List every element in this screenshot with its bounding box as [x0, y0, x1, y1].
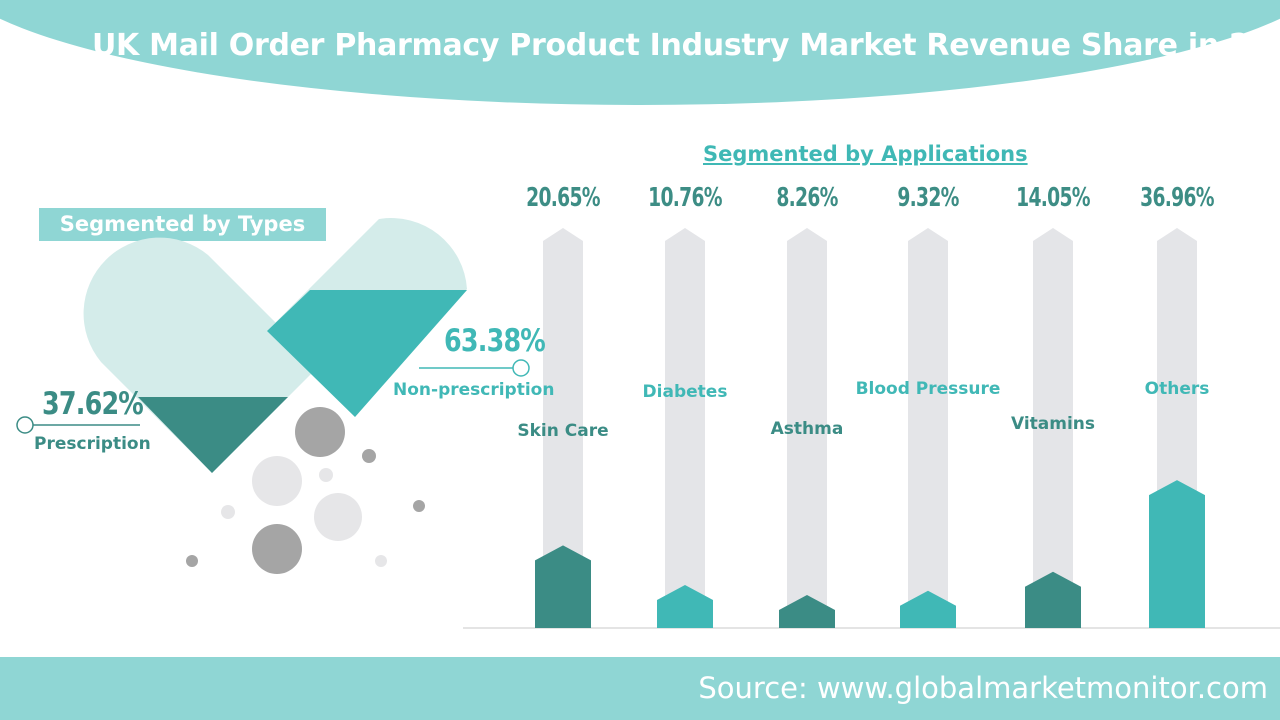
bar — [900, 590, 956, 628]
types-chart-title: Segmented by Types — [39, 208, 326, 241]
bar-value-label: 36.96% — [1140, 183, 1214, 213]
bar-value-label: 20.65% — [526, 183, 600, 213]
prescription-value-label: 37.62% — [42, 386, 144, 422]
dot — [319, 468, 333, 482]
prescription-callout — [16, 416, 140, 434]
footer-band — [0, 657, 1280, 720]
non-prescription-callout — [419, 359, 530, 377]
dot — [252, 524, 302, 574]
non-prescription-pill-fill — [267, 290, 467, 417]
non-prescription-label: Non-prescription — [393, 380, 555, 400]
bar — [1149, 480, 1205, 628]
bar-category-label: Diabetes — [642, 382, 728, 402]
prescription-pill-fill — [138, 397, 288, 473]
non-prescription-value-label: 63.38% — [444, 323, 546, 359]
dot — [295, 407, 345, 457]
prescription-pill — [83, 237, 319, 473]
bar-category-label: Vitamins — [1010, 414, 1096, 434]
applications-chart-title: Segmented by Applications — [703, 142, 1028, 166]
bar-track — [908, 228, 948, 628]
bar-category-label: Others — [1144, 379, 1210, 399]
source-text: Source: www.globalmarketmonitor.com — [698, 671, 1268, 705]
dot — [252, 456, 302, 506]
bar-track — [1033, 228, 1073, 628]
bar — [657, 584, 713, 628]
bar — [535, 545, 591, 628]
bar — [779, 594, 835, 628]
bar-value-label: 9.32% — [897, 183, 959, 213]
bar-category-label: Blood Pressure — [855, 379, 1001, 399]
bar — [1025, 571, 1081, 628]
bars-layer — [535, 228, 1205, 628]
dot — [362, 449, 376, 463]
bar-category-label: Skin Care — [517, 421, 609, 441]
bar-track — [543, 228, 583, 628]
dot — [186, 555, 198, 567]
decorative-dots — [186, 407, 425, 574]
bar-value-label: 14.05% — [1016, 183, 1090, 213]
page-title: UK Mail Order Pharmacy Product Industry … — [92, 28, 1280, 63]
dot — [221, 505, 235, 519]
dot — [413, 500, 425, 512]
non-prescription-pill — [267, 218, 467, 417]
bar-track — [787, 228, 827, 628]
bar-track — [665, 228, 705, 628]
dot — [314, 493, 362, 541]
dot — [375, 555, 387, 567]
bar-value-label: 10.76% — [648, 183, 722, 213]
bar-value-label: 8.26% — [776, 183, 838, 213]
prescription-label: Prescription — [34, 434, 151, 454]
bar-category-label: Asthma — [770, 419, 844, 439]
